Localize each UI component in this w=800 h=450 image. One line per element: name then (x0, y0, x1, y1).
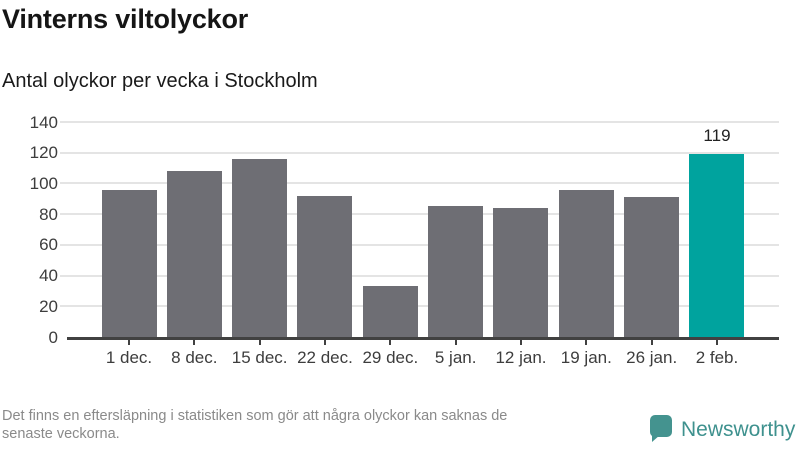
newsworthy-logo-icon (650, 415, 672, 437)
x-axis-tick (128, 339, 130, 345)
bar (232, 158, 288, 337)
x-axis-tick-label: 22 dec. (297, 348, 353, 367)
y-axis-tick-label: 0 (48, 327, 58, 347)
x-axis-tick (193, 339, 196, 345)
x-axis-tick-label: 29 dec. (362, 348, 419, 367)
x-axis-tick-label: 12 jan. (495, 348, 547, 367)
x-axis-tick (650, 339, 653, 345)
y-axis-tick-label: 20 (39, 296, 58, 316)
bar (101, 189, 157, 337)
x-axis-tick (389, 339, 392, 345)
gridline (60, 213, 779, 216)
x-axis-tick-label: 8 dec. (171, 348, 218, 367)
gridline (60, 182, 779, 185)
chart-title: Vinterns viltolyckor (2, 4, 249, 34)
x-axis-tick-label: 5 jan. (434, 348, 477, 367)
bar (689, 154, 745, 337)
x-axis-tick-label: 2 feb. (695, 348, 739, 367)
x-axis-tick-label: 15 dec. (231, 348, 288, 367)
footer-note-line2: senaste veckorna. (2, 425, 120, 442)
gridline (60, 243, 779, 246)
x-axis-line (67, 336, 779, 340)
y-axis-tick-label: 120 (29, 143, 58, 163)
x-axis-tick (519, 339, 522, 345)
gridline (60, 121, 779, 123)
bar (558, 189, 614, 337)
gridline (60, 305, 779, 308)
y-axis-tick-label: 140 (29, 112, 58, 132)
bar-value-label: 119 (703, 126, 731, 146)
bar (493, 208, 549, 337)
y-axis-tick-label: 80 (39, 204, 58, 224)
footer-note-line1: Det finns en eftersläpning i statistiken… (2, 408, 508, 424)
y-axis-tick-label: 60 (39, 235, 58, 255)
y-axis-tick-label: 100 (29, 173, 58, 193)
bar (362, 286, 418, 337)
gridline (60, 274, 779, 277)
x-axis-tick-label: 26 jan. (626, 348, 678, 367)
bar (428, 206, 484, 337)
brand-name: Newsworthy (681, 418, 796, 441)
gridline (60, 151, 779, 154)
logo-speech-tail-icon (652, 435, 660, 442)
x-axis-tick-label: 19 jan. (560, 348, 612, 367)
x-axis-tick (454, 339, 457, 345)
bar (297, 195, 353, 337)
y-axis-tick-label: 40 (39, 266, 58, 286)
bar (166, 171, 222, 337)
x-axis-tick (258, 339, 261, 345)
bar-chart-plot-area: 0 20 40 60 80 100 120 140 1 dec. 8 dec. 15 dec. 22 … (29, 112, 779, 367)
chart-subtitle: Antal olyckor per vecka i Stockholm (2, 70, 318, 92)
x-axis-tick (715, 339, 718, 345)
x-axis-tick (323, 339, 326, 345)
x-axis-tick (585, 339, 588, 345)
x-axis-tick-label: 1 dec. (105, 348, 153, 367)
bar (624, 197, 680, 337)
footer-note: Det finns en eftersläpning i statistiken… (2, 408, 507, 443)
